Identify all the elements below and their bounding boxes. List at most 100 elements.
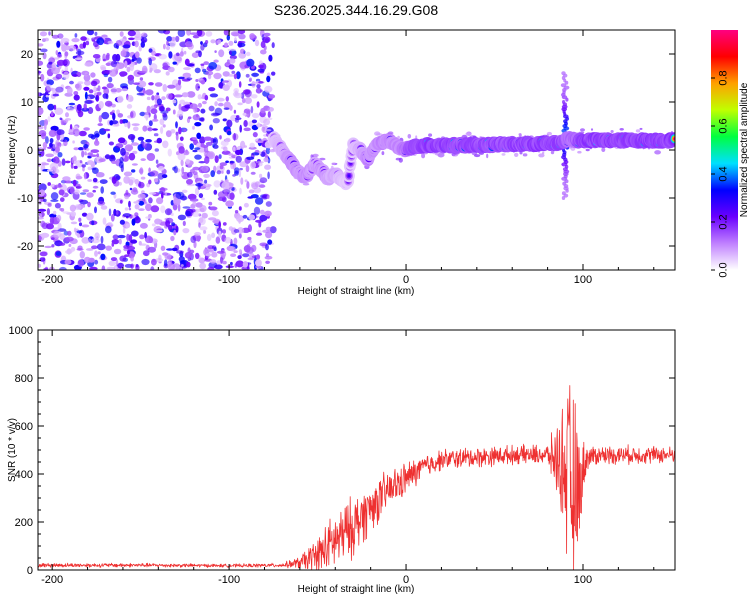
noise-blob [151, 50, 157, 56]
noise-blob [178, 126, 182, 135]
noise-blob [138, 70, 147, 74]
noise-blob [83, 86, 90, 91]
noise-blob [126, 249, 131, 255]
noise-blob [74, 83, 80, 89]
noise-blob [155, 95, 159, 99]
noise-blob [140, 158, 146, 162]
noise-blob [66, 86, 73, 95]
noise-blob [50, 192, 59, 201]
noise-blob [166, 93, 173, 100]
noise-blob [176, 250, 184, 254]
noise-blob [192, 125, 195, 130]
noise-blob [258, 64, 264, 69]
noise-blob [72, 179, 77, 187]
noise-blob [165, 71, 170, 76]
noise-blob [242, 261, 249, 268]
noise-blob [86, 212, 94, 221]
noise-blob [85, 40, 90, 46]
noise-blob [67, 105, 71, 110]
noise-blob [202, 100, 207, 105]
noise-blob [243, 127, 251, 132]
noise-blob [38, 130, 47, 137]
noise-blob [192, 149, 198, 153]
noise-blob [93, 130, 100, 139]
noise-blob [159, 105, 165, 112]
noise-blob [110, 257, 118, 262]
noise-blob [81, 212, 88, 217]
noise-blob [167, 84, 176, 89]
noise-blob [128, 37, 135, 41]
noise-blob [124, 254, 130, 257]
noise-blob [128, 200, 131, 208]
noise-blob [148, 82, 154, 86]
spike-blob [562, 100, 566, 104]
noise-blob [258, 184, 266, 188]
noise-blob [68, 243, 72, 247]
noise-blob [189, 103, 198, 110]
noise-blob [38, 107, 44, 115]
noise-blob [86, 192, 94, 198]
noise-blob [242, 214, 248, 219]
noise-blob [62, 176, 71, 182]
noise-blob [138, 208, 145, 212]
noise-blob [171, 247, 178, 252]
noise-blob [138, 200, 145, 206]
noise-blob [92, 177, 98, 183]
noise-blob [191, 52, 200, 58]
noise-blob [54, 202, 61, 209]
noise-blob [87, 160, 94, 165]
noise-blob [47, 116, 51, 122]
noise-blob [208, 217, 217, 221]
noise-blob [165, 130, 172, 138]
noise-blob [221, 150, 231, 155]
noise-blob [258, 60, 263, 66]
noise-blob [148, 57, 152, 66]
colorbar-tick-label: 0.0 [718, 262, 730, 277]
noise-blob [257, 68, 265, 73]
noise-blob [265, 243, 269, 251]
noise-blob [127, 134, 136, 140]
noise-blob [237, 30, 246, 35]
noise-blob [53, 156, 60, 164]
noise-blob [48, 129, 57, 137]
noise-blob [56, 40, 61, 48]
noise-blob [222, 229, 227, 234]
noise-blob [219, 165, 224, 170]
noise-blob [172, 109, 176, 115]
noise-blob [38, 70, 42, 74]
noise-blob [271, 42, 275, 49]
noise-blob [228, 64, 235, 70]
noise-blob [54, 184, 63, 188]
noise-blob [133, 82, 140, 85]
noise-blob [209, 93, 219, 98]
noise-blob [185, 158, 191, 164]
noise-blob [43, 198, 47, 203]
noise-blob [55, 73, 63, 80]
noise-blob [227, 48, 236, 52]
noise-blob [186, 178, 193, 185]
noise-blob [191, 211, 200, 217]
noise-blob [216, 170, 222, 175]
noise-blob [93, 86, 97, 93]
noise-blob [194, 147, 201, 151]
noise-blob [65, 112, 69, 118]
noise-blob [40, 48, 48, 53]
noise-blob [208, 249, 215, 253]
noise-blob [208, 206, 218, 211]
noise-blob [44, 37, 49, 42]
noise-blob [228, 40, 234, 46]
noise-blob [158, 53, 167, 60]
noise-blob [88, 89, 94, 94]
noise-blob [132, 187, 138, 193]
noise-blob [91, 237, 100, 244]
snr-x-label: Height of straight line (km) [298, 584, 415, 595]
noise-blob [91, 39, 96, 42]
halo-blob [639, 127, 643, 130]
noise-blob [212, 143, 215, 148]
noise-blob [123, 245, 130, 249]
noise-blob [218, 154, 222, 160]
noise-blob [173, 229, 177, 236]
noise-blob [233, 88, 239, 94]
noise-blob [221, 170, 224, 174]
noise-blob [186, 261, 191, 268]
